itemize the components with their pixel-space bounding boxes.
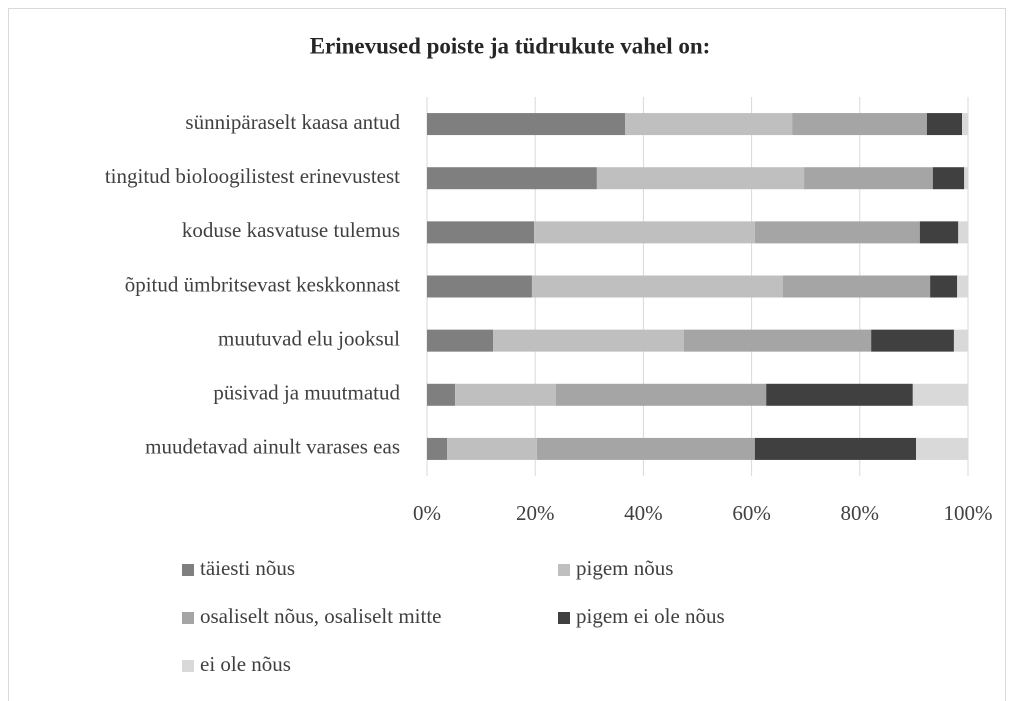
bar-segment xyxy=(754,221,920,244)
y-tick-label: sünnipäraselt kaasa antud xyxy=(185,110,400,134)
bar-segment xyxy=(427,383,456,406)
legend-label: täiesti nõus xyxy=(200,556,295,580)
bar-segment xyxy=(957,275,968,298)
bar-segment xyxy=(555,383,767,406)
y-tick-label: tingitud bioloogilistest erinevustest xyxy=(105,164,400,188)
bar-segment xyxy=(427,167,597,190)
bar-segment xyxy=(625,113,793,136)
bar-segment xyxy=(919,221,959,244)
bar-segment xyxy=(427,275,532,298)
y-tick-label: muudetavad ainult varases eas xyxy=(145,435,400,459)
bar-segment xyxy=(427,221,535,244)
x-tick-label: 100% xyxy=(944,501,993,525)
bar-segment xyxy=(926,113,963,136)
bar-segment xyxy=(455,383,556,406)
bar-segment xyxy=(930,275,958,298)
y-tick-label: muutuvad elu jooksul xyxy=(218,326,400,350)
legend-swatch xyxy=(182,660,194,672)
bar-segment xyxy=(427,437,448,460)
x-tick-label: 0% xyxy=(413,501,441,525)
x-tick-label: 80% xyxy=(841,501,880,525)
y-tick-label: püsivad ja muutmatud xyxy=(213,381,400,405)
legend-swatch xyxy=(558,564,570,576)
bar-segment xyxy=(447,437,537,460)
bar-segment xyxy=(534,221,755,244)
bar-segment xyxy=(531,275,783,298)
bar-segment xyxy=(804,167,933,190)
y-tick-label: õpitud ümbritsevast keskkonnast xyxy=(125,272,400,296)
bar-segment xyxy=(766,383,913,406)
bar-segment xyxy=(427,329,494,352)
x-tick-label: 40% xyxy=(624,501,663,525)
bar-segment xyxy=(427,113,626,136)
x-tick-label: 60% xyxy=(732,501,771,525)
bar-segment xyxy=(536,437,755,460)
bar-segment xyxy=(962,113,968,136)
chart-title: Erinevused poiste ja tüdrukute vahel on: xyxy=(310,33,711,58)
x-tick-label: 20% xyxy=(516,501,555,525)
bar-segment xyxy=(953,329,968,352)
legend-label: ei ole nõus xyxy=(200,652,291,676)
legend-label: pigem ei ole nõus xyxy=(576,604,725,628)
legend-swatch xyxy=(558,612,570,624)
bar-segment xyxy=(754,437,917,460)
bar-segment xyxy=(782,275,931,298)
bar-segment xyxy=(958,221,968,244)
bar-segment xyxy=(493,329,684,352)
legend-label: osaliselt nõus, osaliselt mitte xyxy=(200,604,441,628)
bar-segment xyxy=(596,167,805,190)
bar-segment xyxy=(932,167,965,190)
bar-segment xyxy=(871,329,954,352)
bar-segment xyxy=(964,167,968,190)
y-tick-label: koduse kasvatuse tulemus xyxy=(182,218,400,242)
bar-segment xyxy=(792,113,927,136)
legend-swatch xyxy=(182,612,194,624)
legend-swatch xyxy=(182,564,194,576)
chart-frame xyxy=(8,8,1006,701)
legend-label: pigem nõus xyxy=(576,556,673,580)
bar-segment xyxy=(916,437,968,460)
bar-segment xyxy=(912,383,968,406)
bar-segment xyxy=(683,329,872,352)
